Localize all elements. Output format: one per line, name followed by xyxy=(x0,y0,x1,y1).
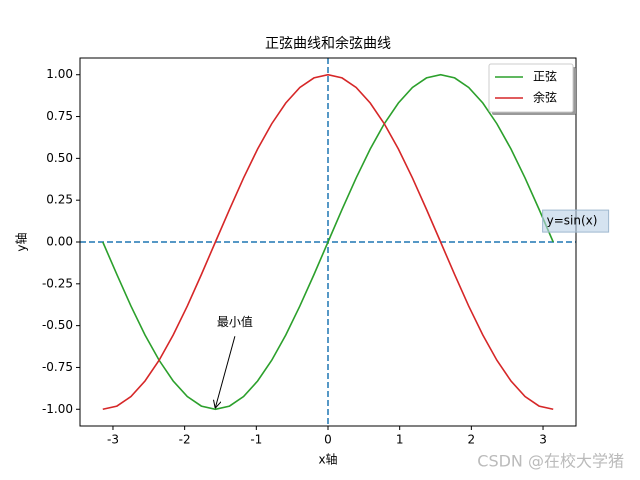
x-tick-label: 1 xyxy=(396,433,404,447)
y-tick-label: 0.50 xyxy=(46,151,73,165)
y-tick-label: 0.00 xyxy=(46,235,73,249)
x-tick-label: 0 xyxy=(324,433,332,447)
chart-title: 正弦曲线和余弦曲线 xyxy=(265,35,391,52)
y-tick-label: -0.25 xyxy=(42,276,73,290)
legend-label: 余弦 xyxy=(533,90,557,105)
x-axis-label: x轴 xyxy=(318,452,337,467)
y-tick-label: -1.00 xyxy=(42,402,73,416)
x-tick-label: 3 xyxy=(539,433,547,447)
y-tick-label: 0.75 xyxy=(46,109,73,123)
annotation: y=sin(x) xyxy=(547,214,598,228)
y-tick-label: -0.50 xyxy=(42,318,73,332)
y-tick-label: 0.25 xyxy=(46,193,73,207)
line xyxy=(102,73,554,411)
legend-label: 正弦 xyxy=(533,69,557,84)
y-axis-label: y轴 xyxy=(14,232,29,251)
legend xyxy=(488,63,574,113)
x-tick-label: -3 xyxy=(107,433,119,447)
watermark: CSDN @在校大学猪 xyxy=(477,452,624,471)
annotation: 最小值 xyxy=(217,314,253,329)
x-tick-label: -1 xyxy=(250,433,262,447)
annotation-arrow xyxy=(215,336,236,407)
x-tick-label: 2 xyxy=(468,433,476,447)
x-tick-label: -2 xyxy=(179,433,191,447)
annotation-box xyxy=(542,209,610,233)
line xyxy=(102,73,554,411)
y-tick-label: 1.00 xyxy=(46,67,73,81)
plot-frame xyxy=(79,57,577,427)
y-tick-label: -0.75 xyxy=(42,360,73,374)
